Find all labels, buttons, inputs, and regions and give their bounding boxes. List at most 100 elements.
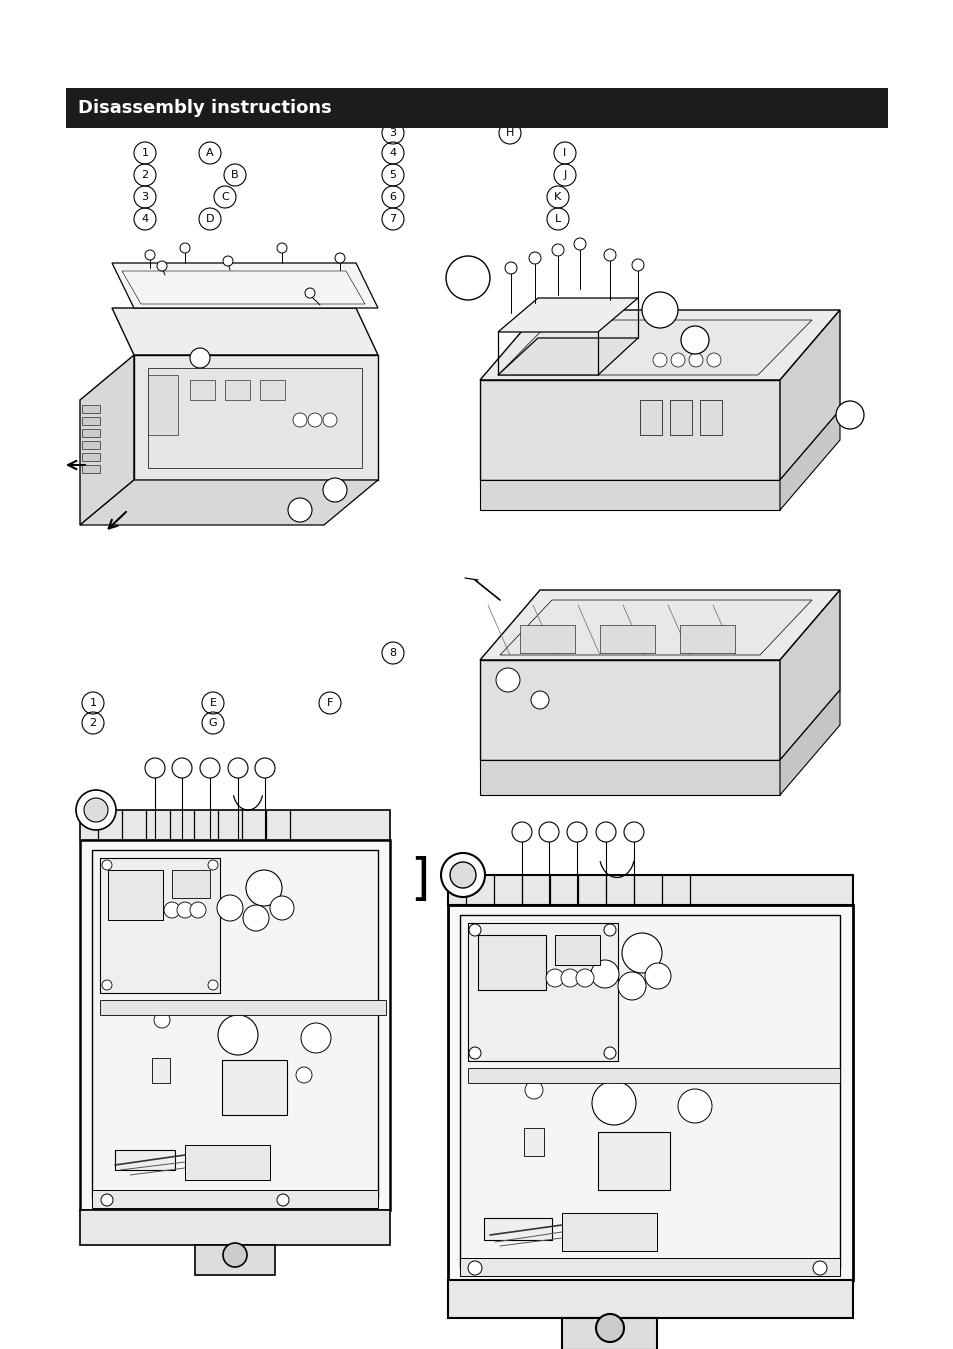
Circle shape	[644, 963, 670, 989]
Circle shape	[596, 1314, 623, 1342]
Circle shape	[504, 262, 517, 274]
Bar	[80, 809, 390, 840]
Bar	[80, 1210, 390, 1245]
Bar	[82, 465, 100, 473]
Circle shape	[305, 287, 314, 298]
Bar	[448, 1280, 852, 1318]
Circle shape	[468, 1261, 481, 1275]
Bar	[561, 1318, 657, 1349]
Circle shape	[812, 1261, 826, 1275]
Circle shape	[552, 244, 563, 256]
Circle shape	[596, 822, 616, 842]
Circle shape	[680, 326, 708, 353]
Circle shape	[288, 498, 312, 522]
Bar	[477, 935, 545, 990]
Circle shape	[102, 979, 112, 990]
Polygon shape	[499, 600, 811, 656]
Text: 4: 4	[389, 148, 396, 158]
Bar	[599, 625, 655, 653]
Text: 3: 3	[141, 192, 149, 202]
Polygon shape	[133, 355, 377, 480]
Bar	[91, 1190, 377, 1207]
Polygon shape	[780, 410, 840, 510]
Circle shape	[590, 960, 618, 987]
Circle shape	[670, 353, 684, 367]
Polygon shape	[497, 320, 811, 375]
Text: D: D	[206, 214, 214, 224]
Circle shape	[84, 799, 108, 822]
Polygon shape	[80, 355, 133, 525]
Polygon shape	[479, 310, 840, 380]
Bar	[82, 405, 100, 413]
Bar	[448, 876, 852, 905]
Bar	[700, 401, 721, 434]
Circle shape	[172, 758, 192, 778]
Circle shape	[177, 902, 193, 919]
Circle shape	[529, 252, 540, 264]
Circle shape	[254, 758, 274, 778]
Circle shape	[621, 934, 661, 973]
Circle shape	[216, 894, 243, 921]
Text: 2: 2	[90, 718, 96, 728]
Circle shape	[293, 413, 307, 428]
Circle shape	[243, 905, 269, 931]
Bar	[669, 401, 691, 434]
Bar	[639, 401, 661, 434]
Text: G: G	[209, 718, 217, 728]
Circle shape	[652, 353, 666, 367]
Text: L: L	[555, 214, 560, 224]
Polygon shape	[80, 480, 377, 525]
Circle shape	[323, 478, 347, 502]
Bar	[190, 380, 214, 401]
Text: B: B	[231, 170, 238, 179]
Bar	[100, 858, 220, 993]
Polygon shape	[780, 590, 840, 759]
Bar	[82, 429, 100, 437]
Text: 4: 4	[141, 214, 149, 224]
Circle shape	[566, 822, 586, 842]
Circle shape	[270, 896, 294, 920]
Text: 8: 8	[389, 648, 396, 658]
Bar	[91, 850, 377, 1198]
Bar	[523, 1128, 543, 1156]
Circle shape	[164, 902, 180, 919]
Text: K: K	[554, 192, 561, 202]
Text: I: I	[563, 148, 566, 158]
Text: 1: 1	[90, 697, 96, 708]
Polygon shape	[780, 689, 840, 795]
Circle shape	[246, 870, 282, 907]
Polygon shape	[479, 590, 840, 660]
Circle shape	[218, 1014, 257, 1055]
Bar	[172, 870, 210, 898]
Circle shape	[560, 969, 578, 987]
Bar	[225, 380, 250, 401]
Bar	[459, 915, 840, 1268]
Bar	[260, 380, 285, 401]
Circle shape	[545, 969, 563, 987]
Circle shape	[190, 902, 206, 919]
Circle shape	[440, 853, 484, 897]
Text: 2: 2	[141, 170, 149, 179]
Bar	[115, 1149, 174, 1170]
Bar	[194, 1245, 274, 1275]
Bar	[679, 625, 734, 653]
Circle shape	[512, 822, 532, 842]
Circle shape	[496, 668, 519, 692]
Bar	[66, 88, 887, 128]
Bar	[82, 453, 100, 461]
Bar	[468, 1068, 840, 1083]
Polygon shape	[780, 310, 840, 480]
Bar	[148, 375, 178, 434]
Circle shape	[469, 1047, 480, 1059]
Circle shape	[223, 1242, 247, 1267]
Polygon shape	[497, 339, 638, 375]
Bar	[185, 1145, 270, 1180]
Circle shape	[276, 1194, 289, 1206]
Bar	[108, 870, 163, 920]
Circle shape	[603, 924, 616, 936]
Bar	[459, 1259, 840, 1276]
Text: A: A	[206, 148, 213, 158]
Text: Disassembly instructions: Disassembly instructions	[78, 98, 332, 117]
Circle shape	[153, 1012, 170, 1028]
Circle shape	[450, 862, 476, 888]
